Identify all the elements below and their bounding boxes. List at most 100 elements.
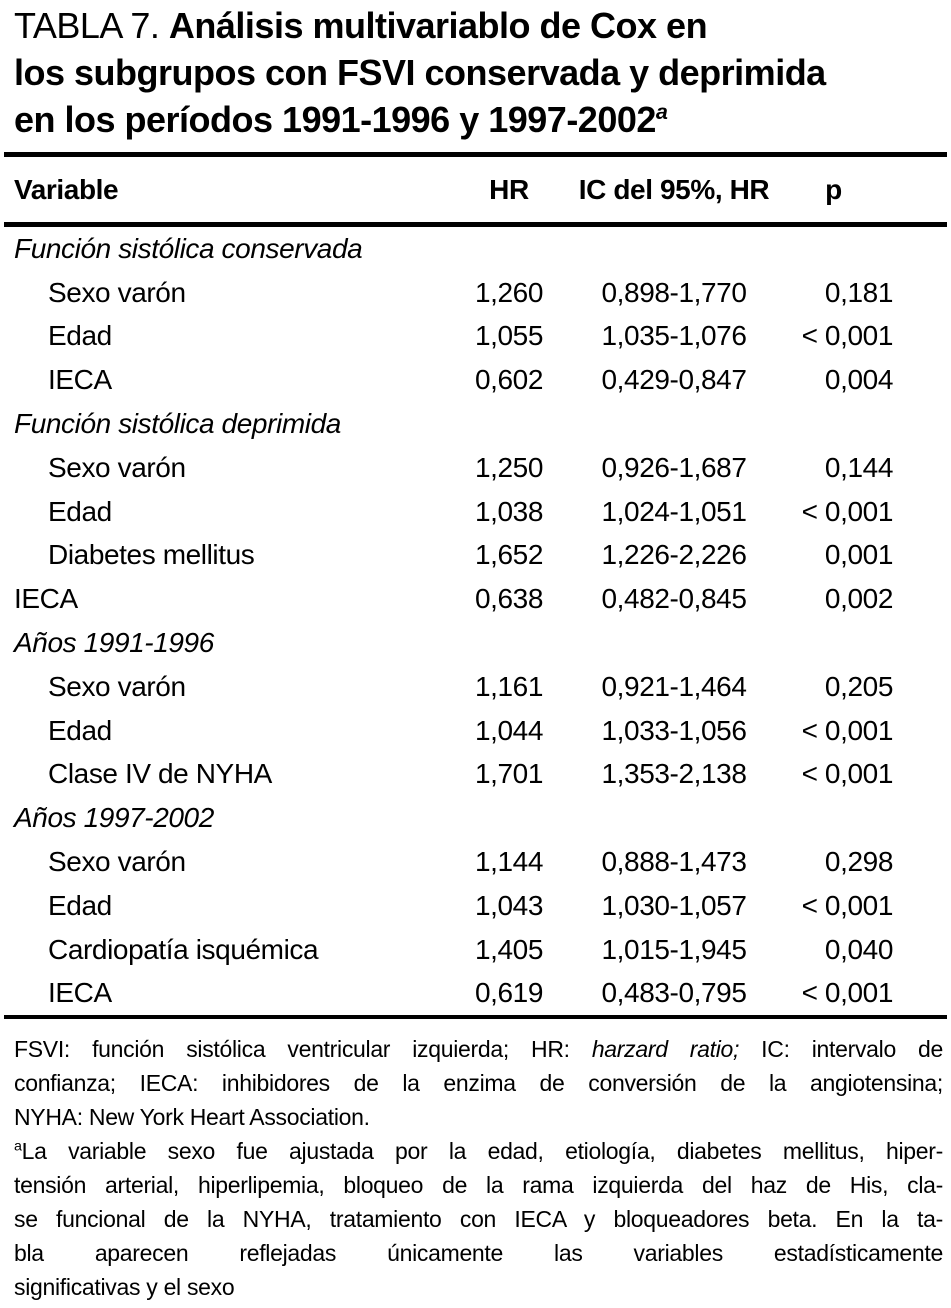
- cell-hr: 1,260: [474, 276, 544, 308]
- cell-hr: 1,044: [474, 714, 544, 746]
- cell-variable: Sexo varón: [48, 846, 186, 878]
- table-row: Edad 1,043 1,030-1,057 < 0,001: [0, 884, 951, 928]
- cell-variable: Función sistólica deprimida: [14, 408, 341, 440]
- abbreviations-line-2: confianza; IECA: inhibidores de la enzim…: [14, 1070, 943, 1097]
- cell-hr: 0,619: [474, 977, 544, 1009]
- cell-ic: 0,921-1,464: [601, 670, 747, 702]
- table-title-line-2: los subgrupos con FSVI conservada y depr…: [14, 52, 826, 93]
- cell-p: < 0,001: [801, 977, 894, 1009]
- table-row: Función sistólica conservada: [0, 227, 951, 271]
- footnote-a-marker: a: [14, 1138, 22, 1155]
- cell-ic: 1,353-2,138: [601, 758, 747, 790]
- cell-variable: Años 1991-1996: [14, 627, 214, 659]
- cell-hr: 1,161: [474, 670, 544, 702]
- note-a-line-4: bla aparecen reflejadas únicamente las v…: [14, 1240, 943, 1267]
- table-top-rule: [4, 152, 947, 157]
- cell-p: < 0,001: [801, 758, 894, 790]
- cell-hr: 1,043: [474, 889, 544, 921]
- cell-ic: 1,015-1,945: [601, 933, 747, 965]
- abbr-text: FSVI: función sistólica ventricular izqu…: [14, 1036, 592, 1063]
- cell-p: 0,002: [824, 583, 893, 615]
- cell-ic: 0,926-1,687: [601, 451, 747, 483]
- cell-p: 0,205: [824, 670, 893, 702]
- cell-hr: 1,652: [474, 539, 544, 571]
- cell-variable: Edad: [48, 889, 112, 921]
- note-a-line-3: se funcional de la NYHA, tratamiento con…: [14, 1206, 943, 1233]
- cell-variable: Sexo varón: [48, 451, 186, 483]
- table-row: Sexo varón 1,260 0,898-1,770 0,181: [0, 271, 951, 315]
- table-title-text-3: en los períodos 1991-1996 y 1997-2002: [14, 99, 656, 140]
- column-header-p: p: [825, 173, 842, 205]
- cell-hr: 1,405: [474, 933, 544, 965]
- table-bottom-rule: [4, 1015, 947, 1020]
- cell-p: 0,040: [824, 933, 893, 965]
- note-a-line-1: aLa variable sexo fue ajustada por la ed…: [14, 1134, 943, 1168]
- table-row: Edad 1,055 1,035-1,076 < 0,001: [0, 315, 951, 359]
- table-row: Años 1997-2002: [0, 796, 951, 840]
- cell-variable: Edad: [48, 714, 112, 746]
- table-title: TABLA 7. Análisis multivariablo de Cox e…: [0, 0, 951, 143]
- cell-variable: Edad: [48, 495, 112, 527]
- cell-p: < 0,001: [801, 320, 894, 352]
- table-row: Diabetes mellitus 1,652 1,226-2,226 0,00…: [0, 534, 951, 578]
- cell-p: 0,004: [824, 364, 893, 396]
- cell-variable: Función sistólica conservada: [14, 232, 363, 264]
- table-row: Edad 1,044 1,033-1,056 < 0,001: [0, 709, 951, 753]
- title-footnote-marker: a: [655, 99, 668, 124]
- cell-hr: 0,602: [474, 364, 544, 396]
- table-header-row: Variable HR IC del 95%, HR p: [0, 157, 951, 222]
- cell-ic: 1,035-1,076: [601, 320, 747, 352]
- table-row: IECA 0,602 0,429-0,847 0,004: [0, 358, 951, 402]
- cell-ic: 1,033-1,056: [601, 714, 747, 746]
- column-header-variable: Variable: [14, 173, 119, 205]
- table-title-line-1: TABLA 7. Análisis multivariablo de Cox e…: [14, 2, 941, 49]
- cell-variable: Edad: [48, 320, 112, 352]
- table-row: Sexo varón 1,250 0,926-1,687 0,144: [0, 446, 951, 490]
- cell-p: 0,001: [824, 539, 893, 571]
- cell-ic: 0,482-0,845: [601, 583, 747, 615]
- note-a-line-5: significativas y el sexo: [14, 1274, 235, 1301]
- cell-variable: Sexo varón: [48, 670, 186, 702]
- cell-hr: 0,638: [474, 583, 544, 615]
- cell-variable: Diabetes mellitus: [48, 539, 255, 571]
- abbr-text: IC: intervalo de: [739, 1036, 944, 1063]
- cell-ic: 0,483-0,795: [601, 977, 747, 1009]
- cell-variable: Años 1997-2002: [14, 802, 214, 834]
- table-title-text-1: Análisis multivariablo de Cox en: [168, 5, 708, 46]
- cell-variable: IECA: [48, 364, 112, 396]
- table-row: Edad 1,038 1,024-1,051 < 0,001: [0, 490, 951, 534]
- cell-ic: 0,429-0,847: [601, 364, 747, 396]
- cell-variable: Sexo varón: [48, 276, 186, 308]
- cell-variable: Clase IV de NYHA: [48, 758, 272, 790]
- cell-variable: IECA: [48, 977, 112, 1009]
- abbr-italic-term: harzard ratio;: [591, 1036, 740, 1063]
- abbreviations-line-3: NYHA: New York Heart Association.: [14, 1104, 370, 1131]
- column-header-hr: HR: [489, 173, 529, 205]
- table-row: IECA 0,619 0,483-0,795 < 0,001: [0, 972, 951, 1016]
- table-header-rule: [4, 222, 947, 227]
- table-row: Sexo varón 1,161 0,921-1,464 0,205: [0, 665, 951, 709]
- cell-hr: 1,144: [474, 846, 544, 878]
- table-row: IECA 0,638 0,482-0,845 0,002: [0, 577, 951, 621]
- cell-ic: 1,024-1,051: [601, 495, 747, 527]
- cell-hr: 1,055: [474, 320, 544, 352]
- cell-ic: 0,898-1,770: [601, 276, 747, 308]
- cell-p: 0,298: [824, 846, 893, 878]
- table-title-line-3: en los períodos 1991-1996 y 1997-2002a: [14, 96, 941, 143]
- table-row: Sexo varón 1,144 0,888-1,473 0,298: [0, 840, 951, 884]
- cell-p: 0,144: [824, 451, 893, 483]
- table-row: Años 1991-1996: [0, 621, 951, 665]
- note-a-line-2: tensión arterial, hiperlipemia, bloqueo …: [14, 1172, 943, 1199]
- cell-p: < 0,001: [801, 714, 894, 746]
- cell-hr: 1,250: [474, 451, 544, 483]
- cell-hr: 1,701: [474, 758, 544, 790]
- cell-ic: 0,888-1,473: [601, 846, 747, 878]
- cell-variable: Cardiopatía isquémica: [48, 933, 319, 965]
- column-header-ic: IC del 95%, HR: [578, 173, 770, 205]
- cell-ic: 1,030-1,057: [601, 889, 747, 921]
- table-footnotes: FSVI: función sistólica ventricular izqu…: [0, 1019, 951, 1304]
- table-body: Función sistólica conservada Sexo varón …: [0, 227, 951, 1015]
- table-row: Función sistólica deprimida: [0, 402, 951, 446]
- cell-variable: IECA: [14, 583, 78, 615]
